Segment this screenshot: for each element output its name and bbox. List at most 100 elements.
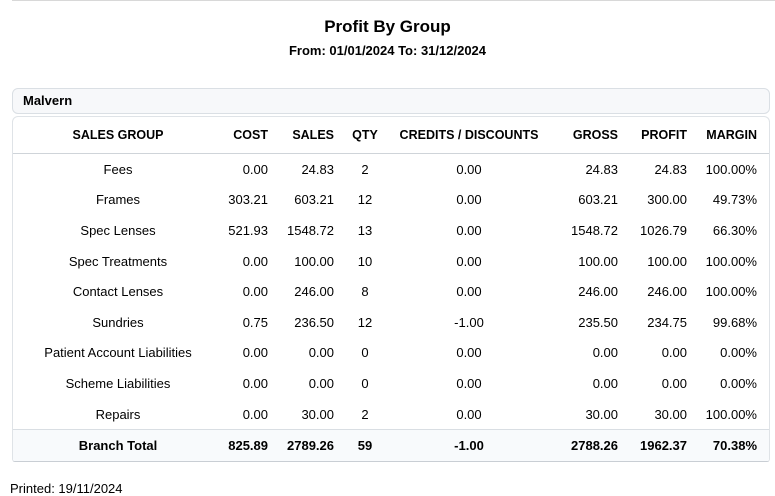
table-cell-qty: 8 — [361, 284, 369, 300]
table-cell-profit: 30.00 — [654, 406, 687, 422]
table-cell-qty: 0 — [361, 345, 369, 361]
table-cell-profit: 234.75 — [647, 314, 687, 330]
table-cell-credits-discounts: 0.00 — [456, 284, 482, 300]
table-cell-qty: 10 — [357, 253, 373, 269]
table-cell-margin: 100.00% — [705, 253, 757, 269]
table-cell-cost: 0.00 — [242, 345, 268, 361]
table-cell-margin: 70.38% — [699, 429, 769, 462]
table-cell-credits-discounts: 0.00 — [456, 375, 482, 391]
table-cell-sales: 0.00 — [308, 345, 334, 361]
table-header: SALES GROUP COST SALES QTY CREDITS / DISCOUN… — [13, 117, 769, 154]
table-cell-credits-discounts: 0.00 — [456, 192, 482, 208]
table-cell-sales: 100.00 — [294, 253, 334, 269]
table-cell-sales: 236.50 — [294, 314, 334, 330]
report-table: SALES GROUP COST SALES QTY CREDITS / DISCOUN… — [13, 117, 769, 462]
table-cell-sales: 0.00 — [308, 375, 334, 391]
table-cell-margin: 100.00% — [705, 284, 757, 300]
table-cell-margin: 99.68% — [712, 314, 757, 330]
table-cell-credits-discounts: 0.00 — [456, 253, 482, 269]
table-cell-margin: 0.00% — [720, 345, 757, 361]
table-cell-qty: 2 — [361, 161, 369, 177]
row-label: Sundries — [92, 314, 144, 330]
table-cell-profit: 0.00 — [661, 345, 687, 361]
table-cell-cost: 303.21 — [228, 192, 268, 208]
report-card: SALES GROUP COST SALES QTY CREDITS / DISCOUN… — [12, 116, 770, 463]
table-cell-margin: 100.00% — [705, 406, 757, 422]
table-cell-cost: 0.00 — [242, 253, 268, 269]
column-header-margin: MARGIN — [699, 117, 769, 154]
page-top-divider — [12, 0, 775, 1]
table-cell-profit: 1026.79 — [640, 222, 687, 238]
table-cell-cost: 0.75 — [242, 314, 268, 330]
row-label: Scheme Liabilities — [65, 375, 171, 391]
row-label: Frames — [95, 192, 141, 208]
row-label: Spec Lenses — [80, 222, 156, 238]
table-cell-margin: 100.00% — [705, 161, 757, 177]
table-row: Scheme Liabilities 0.00 0.00 0 0.00 0.00 0.00 0… — [13, 368, 769, 399]
table-cell-profit: 100.00 — [647, 253, 687, 269]
row-label: Patient Account Liabilities — [44, 345, 192, 361]
table-cell-cost: 0.00 — [242, 406, 268, 422]
table-cell-gross: 246.00 — [578, 284, 618, 300]
table-cell-profit: 0.00 — [661, 375, 687, 391]
row-label: Spec Treatments — [68, 253, 168, 269]
table-cell-margin: 0.00% — [720, 375, 757, 391]
row-label: Contact Lenses — [72, 284, 164, 300]
table-cell-sales: 30.00 — [301, 406, 334, 422]
report-date-range: From: 01/01/2024 To: 31/12/2024 — [288, 43, 487, 58]
column-header-profit: PROFIT — [630, 117, 699, 154]
page-title: Profit By Group — [324, 17, 451, 36]
table-cell-profit: 1962.37 — [630, 429, 699, 462]
table-cell-sales: 2789.26 — [280, 429, 346, 462]
table-cell-credits-discounts: 0.00 — [456, 345, 482, 361]
table-cell-credits-discounts: 0.00 — [456, 161, 482, 177]
table-cell-qty: 13 — [357, 222, 373, 238]
column-header-credits-discounts: CREDITS / DISCOUNTS — [384, 117, 554, 154]
column-header-cost: COST — [223, 117, 280, 154]
table-cell-sales: 246.00 — [294, 284, 334, 300]
table-cell-sales: 603.21 — [294, 192, 334, 208]
table-row: Spec Lenses 521.93 1548.72 13 0.00 1548.72 102… — [13, 215, 769, 246]
column-header-sales-group: SALES GROUP — [13, 117, 223, 154]
table-cell-qty: 2 — [361, 406, 369, 422]
table-cell-cost: 0.00 — [242, 161, 268, 177]
table-cell-cost: 0.00 — [242, 375, 268, 391]
table-cell-cost: 521.93 — [228, 222, 268, 238]
table-cell-gross: 0.00 — [592, 375, 618, 391]
table-cell-qty: 59 — [346, 429, 384, 462]
table-cell-profit: 24.83 — [654, 161, 687, 177]
table-cell-gross: 2788.26 — [554, 429, 630, 462]
table-cell-profit: 246.00 — [647, 284, 687, 300]
row-label: Branch Total — [13, 429, 223, 462]
printed-date: Printed: 19/11/2024 — [10, 481, 123, 496]
table-row: Frames 303.21 603.21 12 0.00 603.21 300.00 49.7… — [13, 185, 769, 216]
column-header-qty: QTY — [346, 117, 384, 154]
table-cell-gross: 603.21 — [578, 192, 618, 208]
table-cell-profit: 300.00 — [647, 192, 687, 208]
table-cell-gross: 100.00 — [578, 253, 618, 269]
table-row: Sundries 0.75 236.50 12 -1.00 235.50 234.75 99.… — [13, 307, 769, 338]
table-cell-margin: 66.30% — [712, 222, 757, 238]
table-cell-credits-discounts: 0.00 — [456, 222, 482, 238]
table-cell-gross: 30.00 — [585, 406, 618, 422]
table-row: Patient Account Liabilities 0.00 0.00 0 0.00… — [13, 338, 769, 369]
table-cell-gross: 1548.72 — [571, 222, 618, 238]
table-cell-gross: 235.50 — [578, 314, 618, 330]
header-row: SALES GROUP COST SALES QTY CREDITS / DISCOUN… — [13, 117, 769, 154]
table-cell-credits-discounts: -1.00 — [384, 429, 554, 462]
table-cell-margin: 49.73% — [712, 192, 757, 208]
table-body: Fees 0.00 24.83 2 0.00 24.83 24.83 100.00% Frame… — [13, 154, 769, 462]
column-header-gross: GROSS — [554, 117, 630, 154]
table-cell-sales: 24.83 — [301, 161, 334, 177]
table-row: Repairs 0.00 30.00 2 0.00 30.00 30.00 100.00% — [13, 399, 769, 430]
branch-group-header: Malvern — [12, 88, 770, 114]
table-cell-credits-discounts: -1.00 — [454, 314, 484, 330]
table-cell-qty: 0 — [361, 375, 369, 391]
table-cell-qty: 12 — [357, 192, 373, 208]
table-cell-gross: 0.00 — [592, 345, 618, 361]
table-cell-sales: 1548.72 — [287, 222, 334, 238]
branch-group-label: Malvern — [23, 93, 73, 108]
table-row: Contact Lenses 0.00 246.00 8 0.00 246.00 246.0… — [13, 276, 769, 307]
table-cell-cost: 0.00 — [242, 284, 268, 300]
